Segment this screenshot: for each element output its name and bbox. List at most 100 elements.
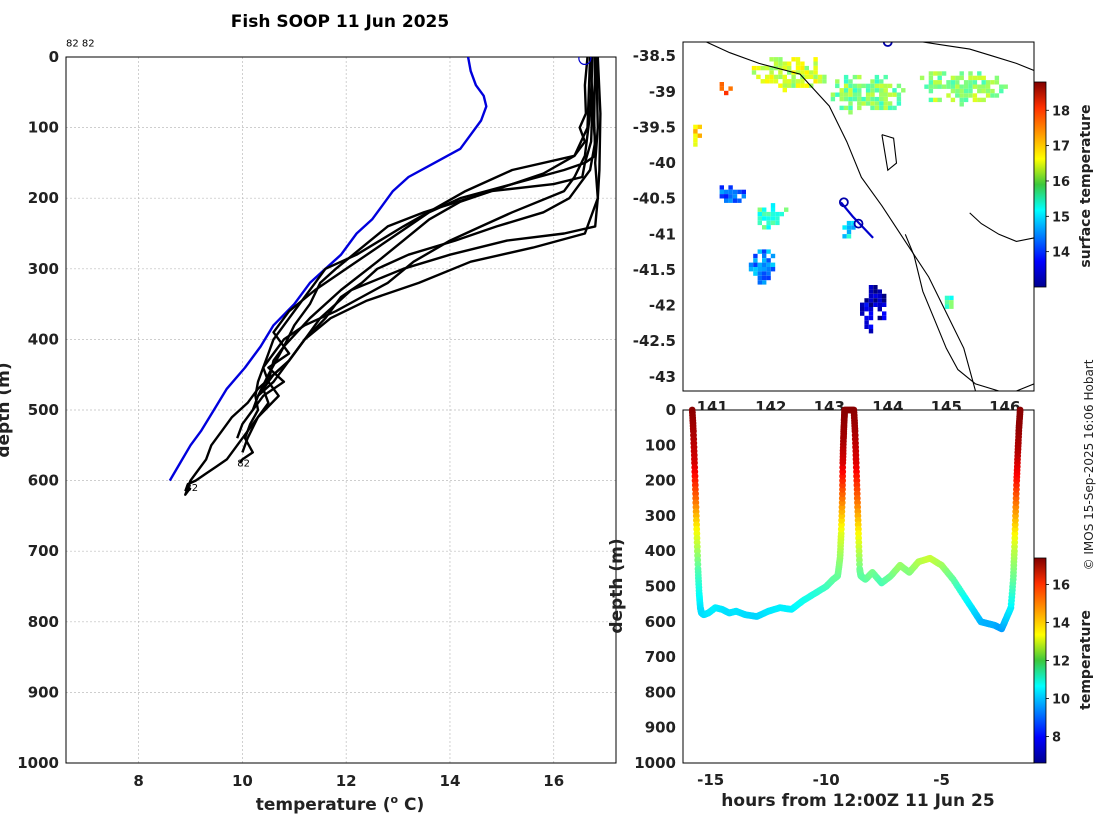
sst-cell — [728, 194, 733, 199]
profile-x-tick-label: 12 — [336, 772, 357, 790]
sst-cell — [791, 79, 796, 84]
sst-cell — [848, 79, 853, 84]
sst-cell — [877, 293, 882, 299]
sst-cell — [757, 267, 762, 272]
sst-cell — [766, 220, 771, 226]
profile-y-tick-label: 300 — [28, 260, 59, 278]
sst-cell — [865, 88, 871, 93]
sst-cell — [977, 75, 982, 81]
sst-cell — [737, 198, 742, 203]
sst-cell — [724, 194, 729, 199]
sst-cell — [795, 57, 801, 62]
sst-cell — [724, 189, 729, 195]
sst-cell — [959, 93, 964, 98]
sst-cell — [693, 129, 698, 134]
profile-cast-labels: 82 82 82 82 — [66, 38, 250, 494]
sst-cell — [928, 97, 934, 103]
sst-cell — [813, 61, 818, 66]
sst-cell — [870, 101, 875, 106]
sst-cell — [868, 298, 874, 303]
depth-time-x-tick-label: -10 — [813, 771, 840, 789]
sst-cell — [968, 71, 973, 76]
sst-cell — [883, 105, 888, 111]
sst-cell — [813, 70, 818, 75]
sst-cell — [944, 300, 950, 305]
sst-cell — [843, 74, 849, 80]
coastline — [969, 212, 1034, 242]
sst-cell — [882, 298, 887, 303]
sst-cell — [795, 83, 801, 88]
sst-cell — [769, 65, 774, 71]
sst-cell — [770, 211, 776, 217]
sst-cell — [868, 329, 874, 334]
sst-cell — [787, 65, 792, 71]
sst-cell — [861, 83, 866, 89]
sst-cell — [901, 88, 906, 93]
sst-cell — [946, 93, 951, 98]
sst-cell — [795, 65, 801, 71]
sst-cell — [835, 92, 840, 97]
sst-cell — [852, 96, 858, 102]
sst-cell — [879, 92, 884, 97]
sst-cell — [719, 82, 724, 87]
profile-x-tick-label: 8 — [133, 772, 143, 790]
sst-cell — [762, 207, 767, 212]
sst-cell — [879, 105, 884, 111]
profile-y-tick-label: 900 — [28, 683, 59, 701]
profile-line-cast-2 — [241, 57, 594, 453]
sst-colorbar-tick-label: 14 — [1052, 246, 1070, 261]
sst-cell — [883, 74, 888, 80]
sst-cell — [959, 97, 964, 103]
sst-cell — [870, 79, 875, 84]
sst-cell — [732, 198, 738, 203]
sst-cell — [937, 71, 942, 76]
sst-cell — [857, 101, 862, 106]
sst-cell — [882, 302, 887, 307]
sst-cell — [839, 92, 844, 97]
sst-cell — [762, 225, 767, 230]
depth-time-y-tick-label: 400 — [645, 542, 676, 560]
sst-colorbar-tick-label: 18 — [1052, 104, 1070, 119]
sst-cell — [860, 307, 865, 312]
sst-cell — [843, 105, 849, 111]
sst-cell — [778, 83, 783, 88]
sst-cell — [800, 83, 805, 88]
profile-x-label-sup: o — [391, 793, 399, 806]
profile-chart: 8 10 12 14 16 0 100 200 300 400 500 600 700 800 900 10… — [0, 38, 617, 815]
sst-cell — [766, 258, 771, 263]
sst-cell — [835, 79, 840, 84]
sst-cell — [857, 83, 862, 89]
sst-cell — [848, 92, 853, 97]
sst-cell — [846, 234, 852, 239]
sst-cell — [873, 285, 878, 290]
sst-cell — [765, 79, 770, 84]
ship-track — [840, 201, 874, 239]
sst-cell — [994, 80, 1000, 85]
sst-cell — [946, 80, 951, 85]
sst-cell — [994, 75, 1000, 81]
sst-cell — [751, 65, 757, 71]
profile-line-cast-3 — [184, 57, 597, 496]
sst-cell — [864, 324, 869, 329]
ship-position-marker — [838, 197, 849, 208]
sst-cell — [963, 93, 969, 98]
sst-cell — [868, 293, 874, 299]
sst-cell — [985, 84, 991, 89]
sst-cell — [864, 307, 869, 312]
sst-cell — [994, 93, 1000, 98]
sst-cell — [946, 84, 951, 89]
depth-time-points — [688, 406, 1024, 633]
sst-cell — [937, 80, 942, 85]
sst-cell — [879, 88, 884, 93]
sst-cell — [770, 207, 776, 212]
sst-cell — [762, 249, 767, 254]
sst-cell — [959, 102, 964, 107]
sst-cell — [999, 84, 1004, 89]
sst-cell — [766, 225, 771, 230]
sst-cell — [860, 302, 865, 307]
sst-cell — [877, 298, 882, 303]
temp-colorbar-ticks: 8 10 12 14 16 — [1046, 579, 1070, 745]
profile-x-label: temperature (o C) — [256, 793, 425, 815]
sst-cell — [782, 87, 787, 93]
sst-map-lat-ticks: -38.5 -39 -39.5 -40 -40.5 -41 -41.5 -42 -42.5 -43 — [633, 47, 676, 386]
